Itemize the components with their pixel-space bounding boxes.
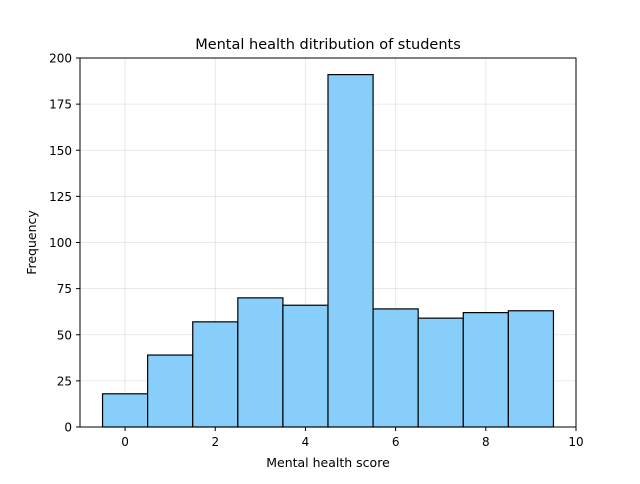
y-axis-ticks: 0 25 50 75 100 125 150 175 200 — [49, 52, 80, 435]
x-tick-label: 2 — [211, 435, 219, 449]
y-tick-label: 200 — [49, 52, 72, 66]
histogram-bar — [147, 354, 194, 428]
y-tick-label: 125 — [49, 190, 72, 204]
x-tick-label: 10 — [568, 435, 583, 449]
histogram-bar — [192, 321, 239, 428]
histogram-bar — [372, 308, 419, 428]
y-tick-label: 100 — [49, 236, 72, 250]
histogram-bar — [237, 297, 284, 428]
chart-title: Mental health ditribution of students — [195, 37, 461, 53]
x-tick-label: 6 — [392, 435, 400, 449]
histogram-bar — [462, 312, 509, 428]
y-tick-label: 25 — [57, 374, 72, 388]
histogram-bar — [327, 74, 374, 428]
histogram-bars — [101, 74, 555, 428]
x-tick-label: 8 — [482, 435, 490, 449]
y-tick-label: 0 — [64, 421, 72, 435]
x-tick-label: 4 — [302, 435, 310, 449]
y-tick-label: 75 — [57, 282, 72, 296]
y-axis-label: Frequency — [24, 210, 39, 275]
y-tick-label: 175 — [49, 98, 72, 112]
y-tick-label: 150 — [49, 144, 72, 158]
x-axis-ticks: 0 2 4 6 8 10 — [121, 427, 584, 449]
histogram-bar — [507, 310, 555, 428]
y-tick-label: 50 — [57, 328, 72, 342]
histogram-bar — [101, 393, 149, 428]
histogram-bar — [282, 304, 329, 428]
x-tick-label: 0 — [121, 435, 129, 449]
x-axis-label: Mental health score — [266, 455, 390, 470]
histogram-bar — [417, 317, 464, 428]
